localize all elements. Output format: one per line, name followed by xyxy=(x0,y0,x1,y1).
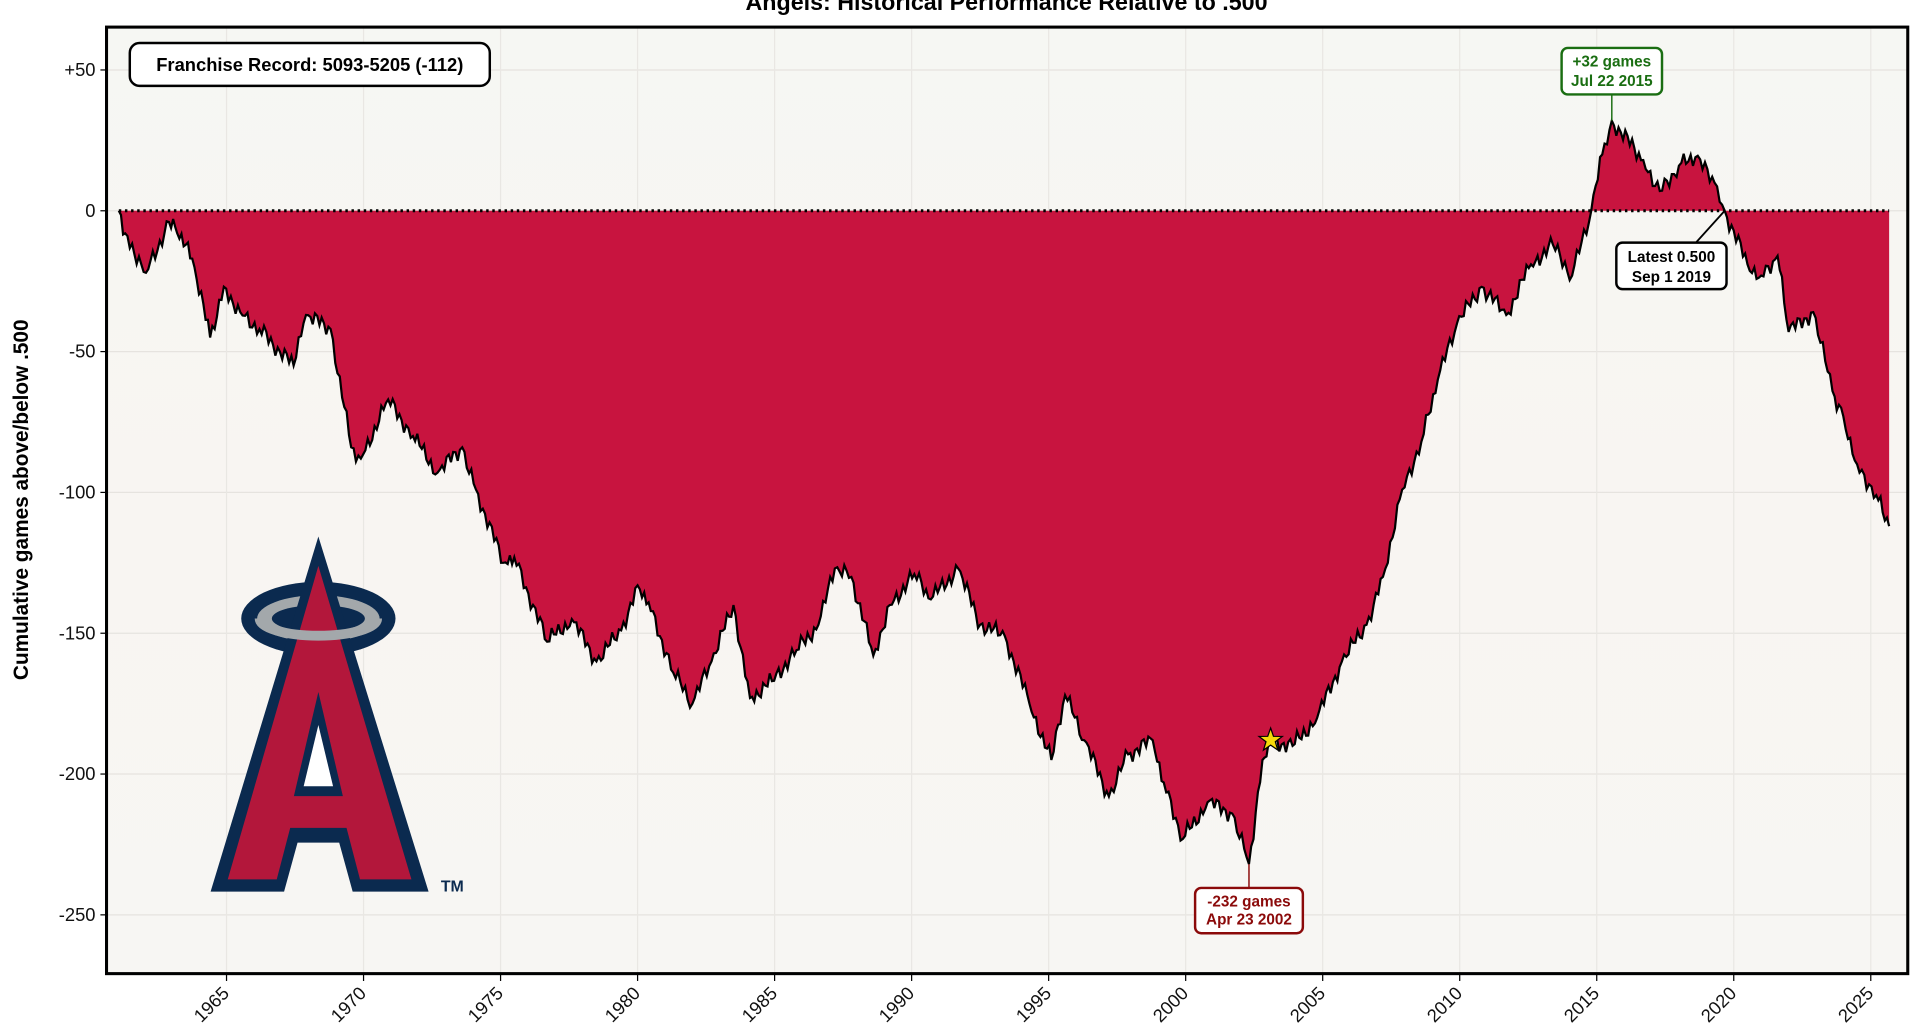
y-tick-label: -200 xyxy=(59,763,96,784)
franchise-record-box: Franchise Record: 5093-5205 (-112) xyxy=(128,41,492,88)
angels-logo: TM xyxy=(210,536,464,896)
chart-title: Angels: Historical Performance Relative … xyxy=(746,0,1268,15)
peak-date: Jul 22 2015 xyxy=(1571,73,1653,90)
latest-label: Latest 0.500 xyxy=(1628,249,1716,266)
y-axis-label: Cumulative games above/below .500 xyxy=(10,319,33,680)
x-tick-label: 2005 xyxy=(1285,982,1329,1024)
y-tick-label: -150 xyxy=(59,622,96,643)
franchise-record-text: Franchise Record: 5093-5205 (-112) xyxy=(156,54,463,75)
x-tick-label: 1975 xyxy=(463,982,507,1024)
x-tick-label: 1995 xyxy=(1011,982,1055,1024)
x-axis: 1965 1970 1975 1980 1985 1990 1995 2000 2005 2010… xyxy=(189,973,1878,1024)
x-tick-label: 2015 xyxy=(1560,982,1604,1024)
y-tick-label: -50 xyxy=(69,341,96,362)
logo-trademark: TM xyxy=(441,879,464,896)
x-tick-label: 2020 xyxy=(1697,982,1741,1024)
peak-annotation: +32 games Jul 22 2015 xyxy=(1560,46,1664,121)
latest-date: Sep 1 2019 xyxy=(1632,269,1711,286)
y-tick-label: 0 xyxy=(85,200,95,221)
peak-label: +32 games xyxy=(1572,53,1651,70)
trough-date: Apr 23 2002 xyxy=(1206,912,1292,929)
y-tick-label: -100 xyxy=(59,482,96,503)
y-tick-label: -250 xyxy=(59,904,96,925)
x-tick-label: 2010 xyxy=(1422,982,1466,1024)
trough-annotation: -232 games Apr 23 2002 xyxy=(1193,864,1305,935)
series-line xyxy=(117,117,1891,865)
x-tick-label: 1990 xyxy=(874,982,918,1024)
trough-label: -232 games xyxy=(1207,893,1290,910)
latest-annotation: Latest 0.500 Sep 1 2019 xyxy=(1615,210,1728,291)
x-tick-label: 1970 xyxy=(326,982,370,1024)
star-marker xyxy=(1257,726,1285,752)
x-tick-label: 2025 xyxy=(1834,982,1878,1024)
plot-frame xyxy=(105,25,1910,976)
y-tick-label: +50 xyxy=(64,59,95,80)
x-tick-label: 1980 xyxy=(600,982,644,1024)
y-axis: +50 0 -50 -100 -150 -200 -250 xyxy=(59,59,107,925)
x-tick-label: 2000 xyxy=(1148,982,1192,1024)
area-fill xyxy=(118,120,1890,865)
x-tick-label: 1965 xyxy=(189,982,233,1024)
x-tick-label: 1985 xyxy=(737,982,781,1024)
